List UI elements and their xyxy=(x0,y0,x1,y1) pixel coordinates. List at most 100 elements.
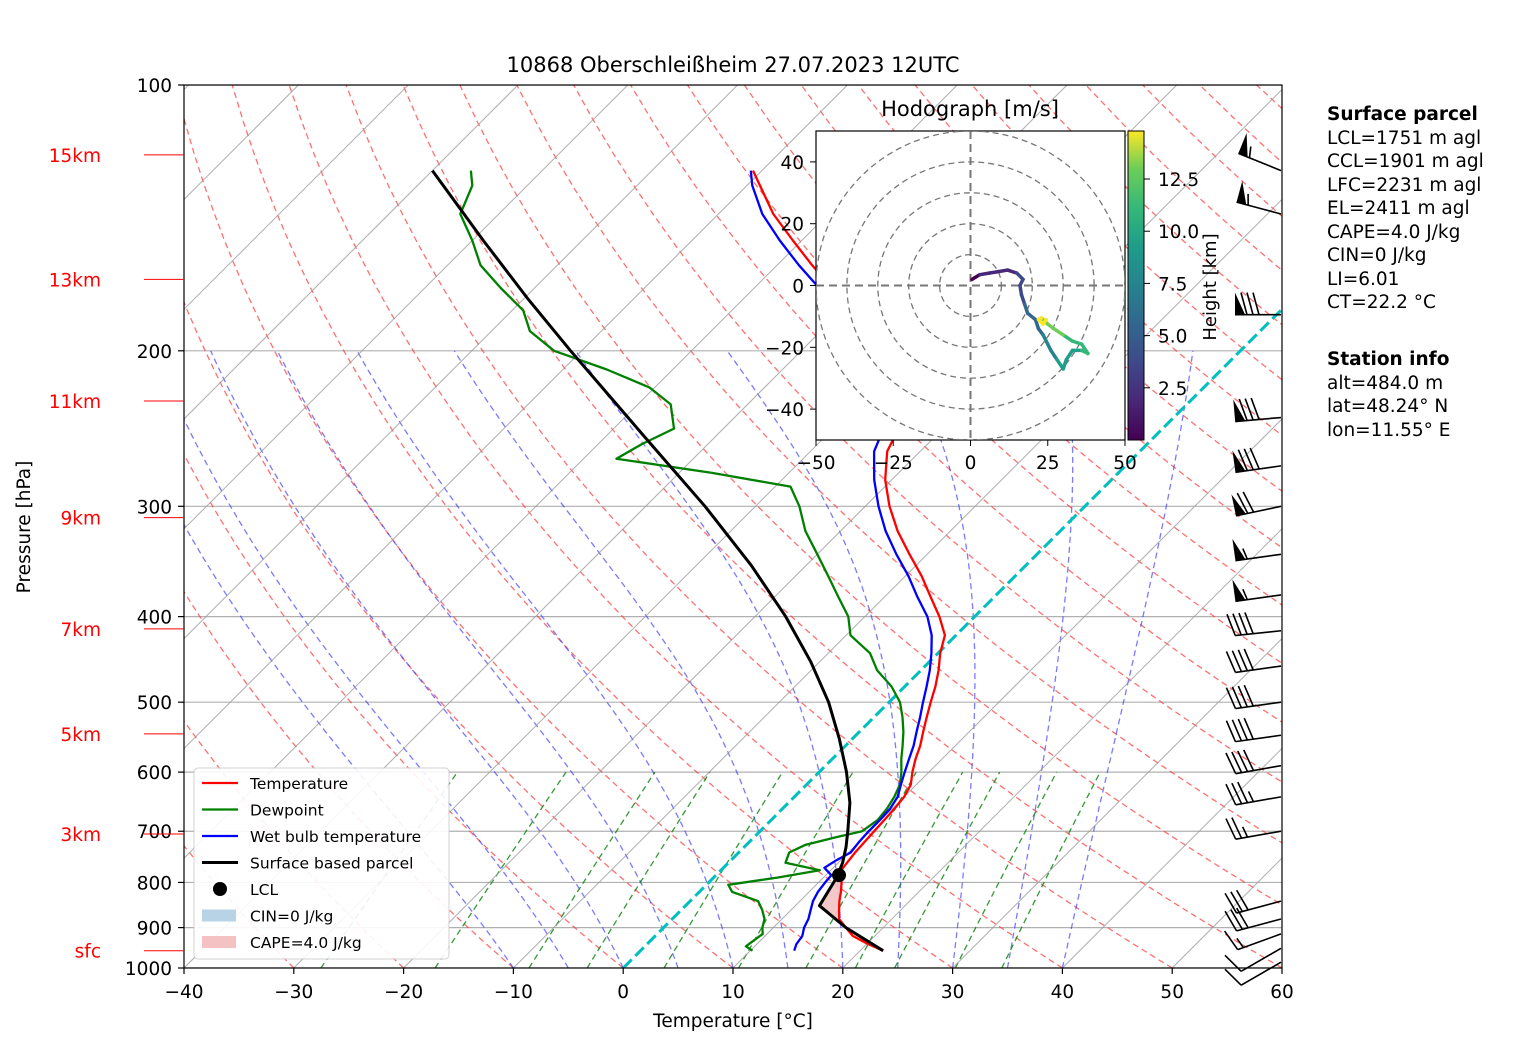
hodograph-segment xyxy=(1049,348,1059,362)
wind-barb xyxy=(1225,648,1282,674)
barb-full xyxy=(1231,650,1243,672)
y-tick-label: 400 xyxy=(137,608,172,629)
dry-adiabat xyxy=(184,452,624,968)
height-label: 7km xyxy=(60,620,101,641)
barb-full xyxy=(1237,649,1249,672)
barb-shaft xyxy=(1235,830,1282,840)
barb-full xyxy=(1235,907,1249,929)
y-tick-label: 500 xyxy=(137,693,172,714)
dry-adiabat xyxy=(402,85,1282,968)
x-tick-label: 60 xyxy=(1270,982,1294,1003)
mixing-ratio-line xyxy=(528,771,656,968)
legend-label: LCL xyxy=(250,881,278,899)
wind-barb xyxy=(1236,180,1282,215)
height-label: 15km xyxy=(49,146,101,167)
mixing-ratio-line xyxy=(586,771,711,968)
mixing-ratio-line xyxy=(954,771,1058,968)
wind-barb xyxy=(1238,132,1282,172)
surface-parcel-heading: Surface parcel xyxy=(1327,104,1478,125)
legend-label: CIN=0 J/kg xyxy=(250,908,333,926)
barb-full xyxy=(1224,910,1238,932)
moist-adiabat xyxy=(901,350,976,968)
barb-shaft xyxy=(1236,201,1282,215)
barb-full xyxy=(1231,751,1243,773)
barb-full xyxy=(1243,648,1255,671)
y-tick-label: 600 xyxy=(137,763,172,784)
surface-parcel-line: EL=2411 m agl xyxy=(1327,198,1470,219)
mixing-ratio-line xyxy=(434,771,567,968)
x-axis-label: Temperature [°C] xyxy=(652,1011,813,1032)
legend-box xyxy=(193,767,450,960)
barb-flag xyxy=(1235,292,1245,315)
isotherm xyxy=(842,528,1282,968)
barb-full xyxy=(1231,686,1243,709)
legend-label: Dewpoint xyxy=(250,802,324,820)
barb-full xyxy=(1225,783,1237,806)
barb-full xyxy=(1237,685,1249,708)
x-tick-label: −30 xyxy=(274,982,313,1003)
colorbar-tick-label: 5.0 xyxy=(1158,327,1187,348)
height-label: sfc xyxy=(75,942,101,963)
y-axis-label: Pressure [hPa] xyxy=(14,461,35,594)
barb-flag xyxy=(1231,494,1246,516)
wind-barb xyxy=(1232,579,1282,603)
hodograph-x-tick-label: 50 xyxy=(1113,453,1137,474)
surface-parcel-line: CCL=1901 m agl xyxy=(1327,151,1484,172)
mixing-ratio-line xyxy=(663,771,784,968)
barb-full xyxy=(1238,612,1248,635)
barb-shaft xyxy=(1235,416,1282,423)
barb-full xyxy=(1225,651,1237,673)
x-tick-label: −40 xyxy=(164,982,203,1003)
height-label: 9km xyxy=(60,509,101,530)
barb-full xyxy=(1230,909,1244,930)
barb-shaft xyxy=(1235,553,1282,562)
barb-shaft xyxy=(1235,665,1282,674)
dry-adiabat xyxy=(288,85,1063,968)
isotherm xyxy=(513,198,1282,968)
wind-barb xyxy=(1224,961,1282,986)
barb-full xyxy=(1225,720,1237,742)
moist-adiabat xyxy=(276,350,679,968)
colorbar xyxy=(1127,130,1145,441)
height-label: 3km xyxy=(60,825,101,846)
barb-full xyxy=(1236,492,1249,514)
barb-half xyxy=(1236,937,1245,949)
wind-barb xyxy=(1225,717,1282,743)
barb-flag xyxy=(1233,399,1246,422)
barb-full xyxy=(1223,930,1239,951)
barb-shaft xyxy=(1235,701,1282,710)
legend-swatch xyxy=(202,936,236,948)
height-labels: sfc 3km 5km 7km 9km 11km 13km 15km xyxy=(49,146,184,963)
mixing-ratio-line xyxy=(805,771,917,968)
barb-full xyxy=(1243,717,1255,740)
x-tick-label: 40 xyxy=(1051,982,1075,1003)
height-label: 13km xyxy=(49,270,101,291)
height-label: 5km xyxy=(60,725,101,746)
barb-shaft xyxy=(1238,152,1282,172)
barb-full xyxy=(1242,749,1255,771)
hodograph-title: Hodograph [m/s] xyxy=(881,97,1059,121)
hodograph-inset: Hodograph [m/s] −50 −25 0 25 50 40 20 0 −20 −40 2… xyxy=(765,97,1221,474)
barb-full xyxy=(1231,817,1243,839)
hodograph-x-tick-label: 0 xyxy=(965,453,977,474)
barb-full xyxy=(1243,684,1255,707)
moist-adiabat xyxy=(210,350,624,968)
barb-full xyxy=(1237,781,1249,804)
dewpoint-line xyxy=(459,170,905,952)
barb-full xyxy=(1224,968,1242,986)
barb-full xyxy=(1225,752,1237,774)
chart-title: 10868 Oberschleißheim 27.07.2023 12UTC xyxy=(507,53,960,77)
wind-barb xyxy=(1223,930,1282,951)
barb-flag xyxy=(1238,132,1248,158)
isotherm xyxy=(184,85,629,530)
legend-swatch xyxy=(213,882,227,896)
wind-barb xyxy=(1232,447,1282,474)
barb-full xyxy=(1226,614,1236,636)
y-tick-label: 800 xyxy=(137,873,172,894)
wind-barb xyxy=(1235,292,1281,316)
colorbar-tick-label: 10.0 xyxy=(1158,222,1199,243)
barb-full xyxy=(1244,398,1254,421)
hodograph-x-tick-label: 25 xyxy=(1036,453,1060,474)
hodograph-segment xyxy=(1064,348,1075,362)
barb-half xyxy=(1241,826,1249,838)
